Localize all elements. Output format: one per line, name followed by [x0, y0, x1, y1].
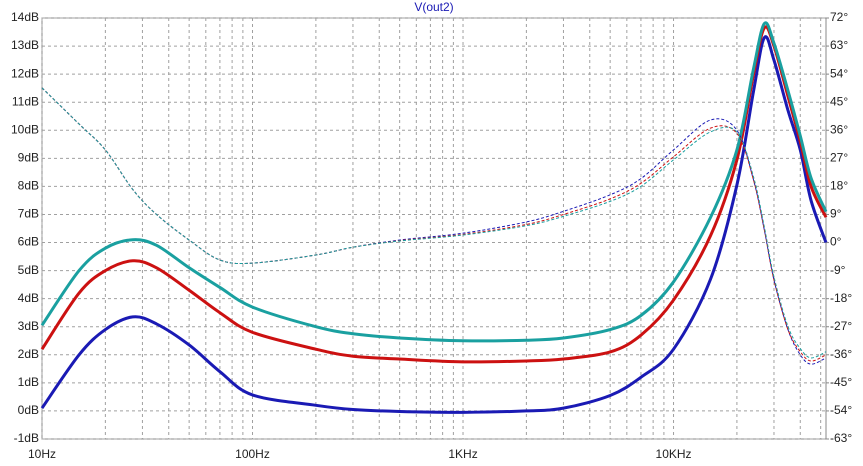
y2-tick-label: 63° — [830, 38, 848, 52]
magnitude-line — [40, 21, 828, 343]
y2-tick-label: 9° — [830, 207, 842, 221]
y2-tick-label: 27° — [830, 151, 848, 165]
x-tick-label: 10Hz — [28, 447, 56, 461]
plot-frame — [41, 17, 827, 440]
phase-line — [41, 87, 827, 359]
y-tick-label: 12dB — [11, 66, 39, 80]
y-tick-label: 3dB — [18, 319, 39, 333]
y2-tick-label: 18° — [830, 179, 848, 193]
y2-tick-label: 45° — [830, 94, 848, 108]
y-tick-label: 9dB — [18, 151, 39, 165]
y-tick-label: 5dB — [18, 263, 39, 277]
y-tick-label: 11dB — [12, 94, 39, 108]
y-tick-label: 4dB — [18, 291, 39, 305]
y2-tick-label: 72° — [830, 10, 848, 24]
y2-tick-label: -18° — [830, 291, 852, 305]
y2-tick-label: -27° — [830, 319, 852, 333]
y-tick-label: 8dB — [18, 179, 39, 193]
y-tick-label: 6dB — [18, 235, 39, 249]
y-tick-label: 0dB — [18, 403, 39, 417]
magnitude-line — [40, 25, 828, 364]
y-tick-label: -1dB — [14, 431, 39, 445]
x-tick-label: 10KHz — [656, 447, 692, 461]
x-tick-label: 100Hz — [235, 447, 270, 461]
y-tick-label: 13dB — [11, 38, 39, 52]
y2-tick-label: 36° — [830, 122, 848, 136]
y2-tick-label: -9° — [830, 263, 846, 277]
y-tick-label: 2dB — [18, 347, 39, 361]
x-tick-label: 1KHz — [448, 447, 477, 461]
y-tick-label: 14dB — [11, 10, 39, 24]
y2-tick-label: -36° — [830, 347, 852, 361]
y-tick-label: 1dB — [18, 375, 39, 389]
y-tick-label: 7dB — [18, 207, 39, 221]
chart-title: V(out2) — [414, 0, 453, 14]
y2-tick-label: -45° — [830, 375, 852, 389]
y-tick-label: 10dB — [11, 122, 39, 136]
magnitude-line — [40, 35, 828, 414]
phase-line — [41, 87, 827, 365]
y2-tick-label: 54° — [830, 66, 848, 80]
y2-tick-label: -54° — [830, 403, 852, 417]
y2-tick-label: -63° — [830, 431, 852, 445]
y2-tick-label: 0° — [830, 235, 842, 249]
